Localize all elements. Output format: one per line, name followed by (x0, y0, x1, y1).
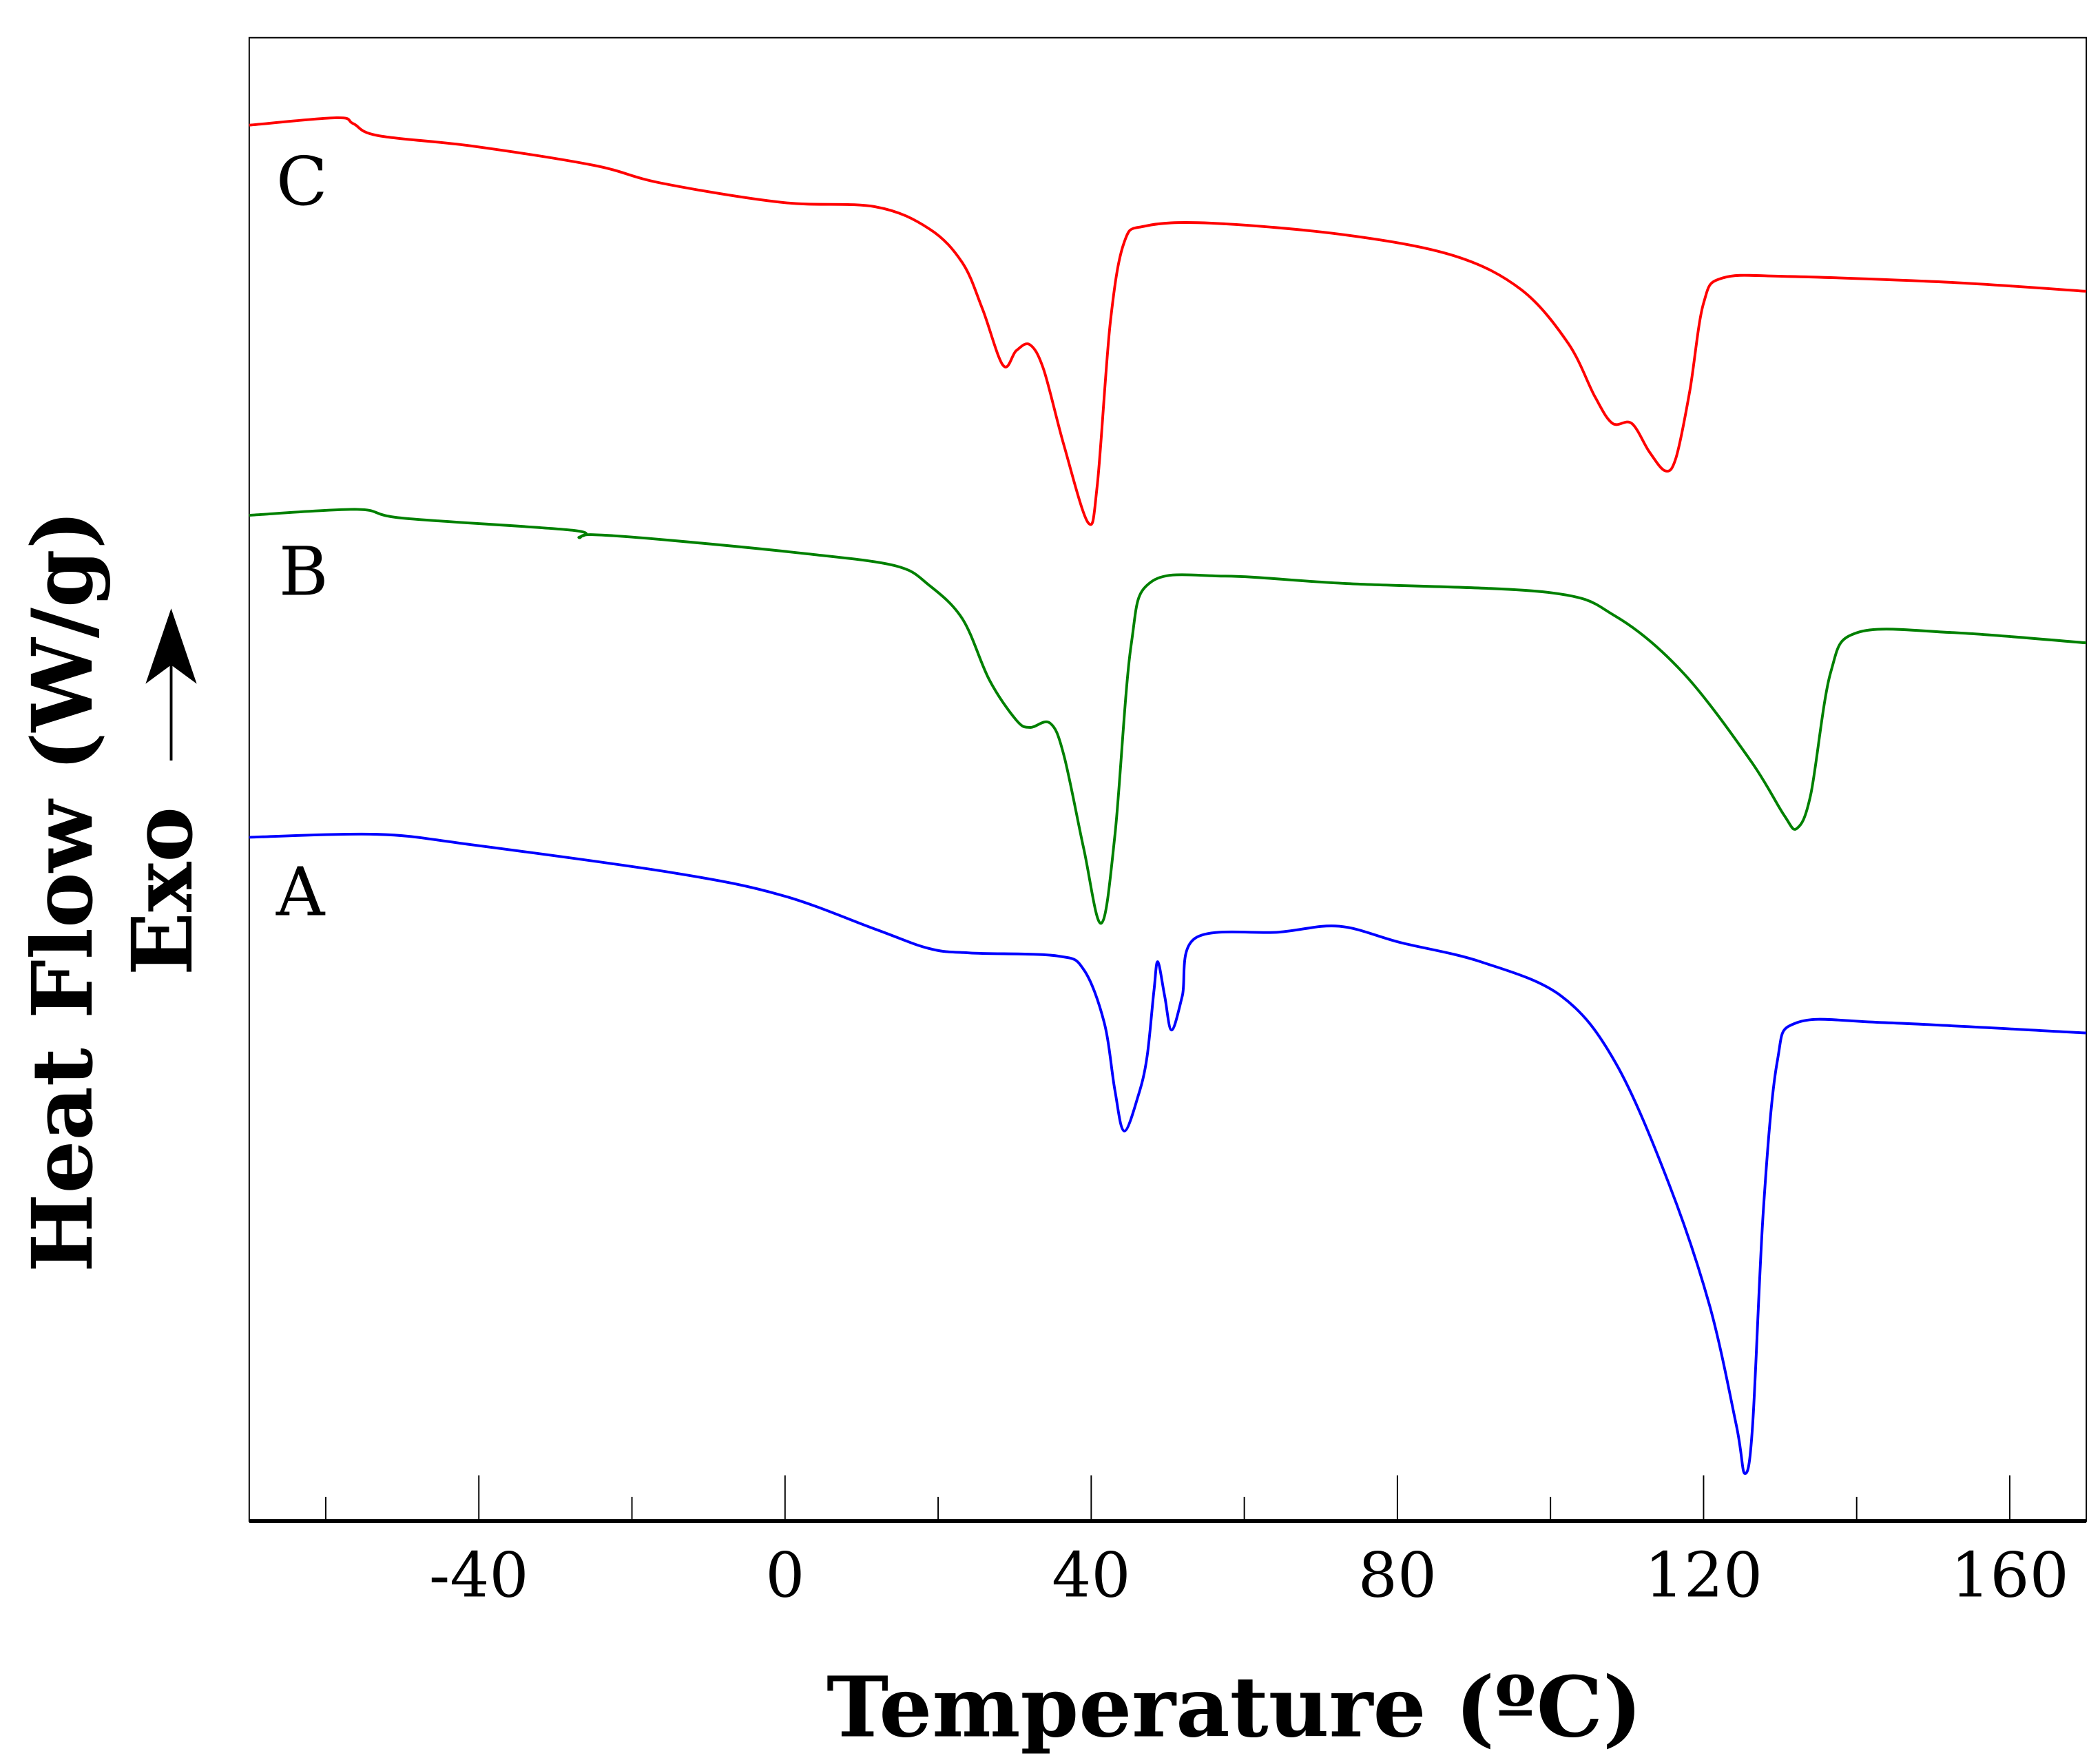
x-tick-label: -40 (429, 1540, 529, 1612)
series-line-b (249, 508, 2087, 925)
x-tick-label: 120 (1645, 1540, 1763, 1612)
exo-arrow-icon (145, 608, 197, 761)
plot-frame (248, 37, 2088, 1522)
curve-label-b: B (279, 533, 329, 612)
x-tick-label: 40 (1052, 1540, 1130, 1612)
series-line-c (249, 116, 2087, 526)
curves (249, 116, 2087, 1476)
series-line-a (249, 832, 2087, 1476)
curve-label-a: A (276, 854, 326, 932)
x-ticks: -40 0 40 80 120 160 (324, 1475, 2069, 1612)
x-tick-label: 0 (765, 1540, 804, 1612)
exo-label: Exo (113, 807, 211, 975)
x-tick-label: 80 (1358, 1540, 1437, 1612)
x-tick-label: 160 (1951, 1540, 2069, 1612)
x-axis-title: Temperature (ºC) (827, 1658, 1642, 1757)
curve-label-c: C (276, 143, 328, 221)
y-axis-title: Heat Flow (W/g) (13, 510, 112, 1272)
